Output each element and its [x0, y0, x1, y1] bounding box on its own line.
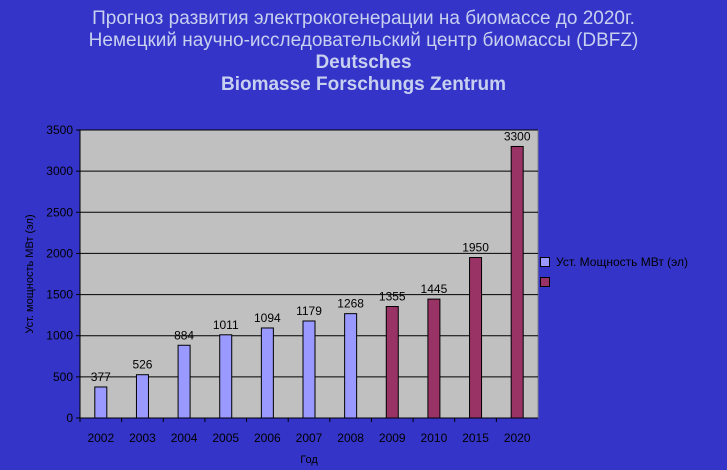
- data-label-2015: 1950: [462, 241, 489, 255]
- bar-2008: [344, 313, 358, 419]
- legend-item-forecast: [540, 272, 688, 292]
- data-label-2004: 884: [174, 328, 194, 342]
- x-tick-label-2015: 2015: [462, 431, 489, 445]
- x-tick-label-2007: 2007: [296, 431, 323, 445]
- data-label-2008: 1268: [337, 297, 364, 311]
- bar-2002: [94, 386, 108, 419]
- legend-label-actual: Уст. Мощность МВт (эл): [556, 255, 688, 269]
- x-axis-label: Год: [300, 454, 318, 466]
- x-tick-label-2005: 2005: [212, 431, 239, 445]
- data-label-2005: 1011: [213, 318, 239, 332]
- legend: Уст. Мощность МВт (эл): [540, 252, 688, 292]
- data-label-2020: 3300: [504, 129, 531, 143]
- title-line-4: Biomasse Forschungs Zentrum: [220, 74, 507, 95]
- x-tick-label-2009: 2009: [379, 431, 406, 445]
- title-line-3: Deutsches: [315, 52, 412, 73]
- bar-2007: [302, 320, 316, 419]
- data-label-2009: 1355: [379, 290, 406, 304]
- y-tick-label-3500: 3500: [46, 123, 73, 137]
- title-line-2: Немецкий научно-исследовательский центр …: [88, 30, 639, 51]
- bar-2004: [177, 344, 191, 419]
- x-tick-label-2002: 2002: [87, 431, 114, 445]
- bar-2015: [469, 257, 483, 419]
- title-line-1: Прогноз развития электрокогенерации на б…: [92, 8, 635, 29]
- data-label-2003: 526: [132, 358, 152, 372]
- y-tick-label-2500: 2500: [46, 205, 73, 219]
- bar-2005: [219, 334, 233, 419]
- y-tick-label-2000: 2000: [46, 246, 73, 260]
- y-tick-label-1500: 1500: [46, 288, 73, 302]
- x-tick-label-2020: 2020: [504, 431, 531, 445]
- bar-2010: [427, 298, 441, 419]
- legend-swatch-actual: [540, 257, 550, 267]
- data-label-2006: 1094: [254, 311, 281, 325]
- y-tick-label-0: 0: [66, 411, 73, 425]
- data-label-2007: 1179: [296, 304, 322, 318]
- x-tick-label-2010: 2010: [421, 431, 448, 445]
- chart-title: Прогноз развития электрокогенерации на б…: [0, 8, 727, 96]
- y-tick-label-500: 500: [53, 370, 73, 384]
- bar-2020: [510, 145, 524, 419]
- x-tick-label-2006: 2006: [254, 431, 281, 445]
- bar-2006: [260, 327, 274, 419]
- x-tick-label-2003: 2003: [129, 431, 156, 445]
- bar-2009: [385, 306, 399, 419]
- data-label-2002: 377: [91, 370, 111, 384]
- x-tick-label-2004: 2004: [171, 431, 198, 445]
- x-tick-label-2008: 2008: [337, 431, 364, 445]
- legend-swatch-forecast: [540, 277, 550, 287]
- y-axis-label: Уст. мощность МВт (эл): [24, 214, 36, 333]
- y-tick-label-3000: 3000: [46, 164, 73, 178]
- y-tick-label-1000: 1000: [46, 329, 73, 343]
- bar-2003: [135, 374, 149, 419]
- legend-item-actual: Уст. Мощность МВт (эл): [540, 252, 688, 272]
- data-label-2010: 1445: [421, 282, 448, 296]
